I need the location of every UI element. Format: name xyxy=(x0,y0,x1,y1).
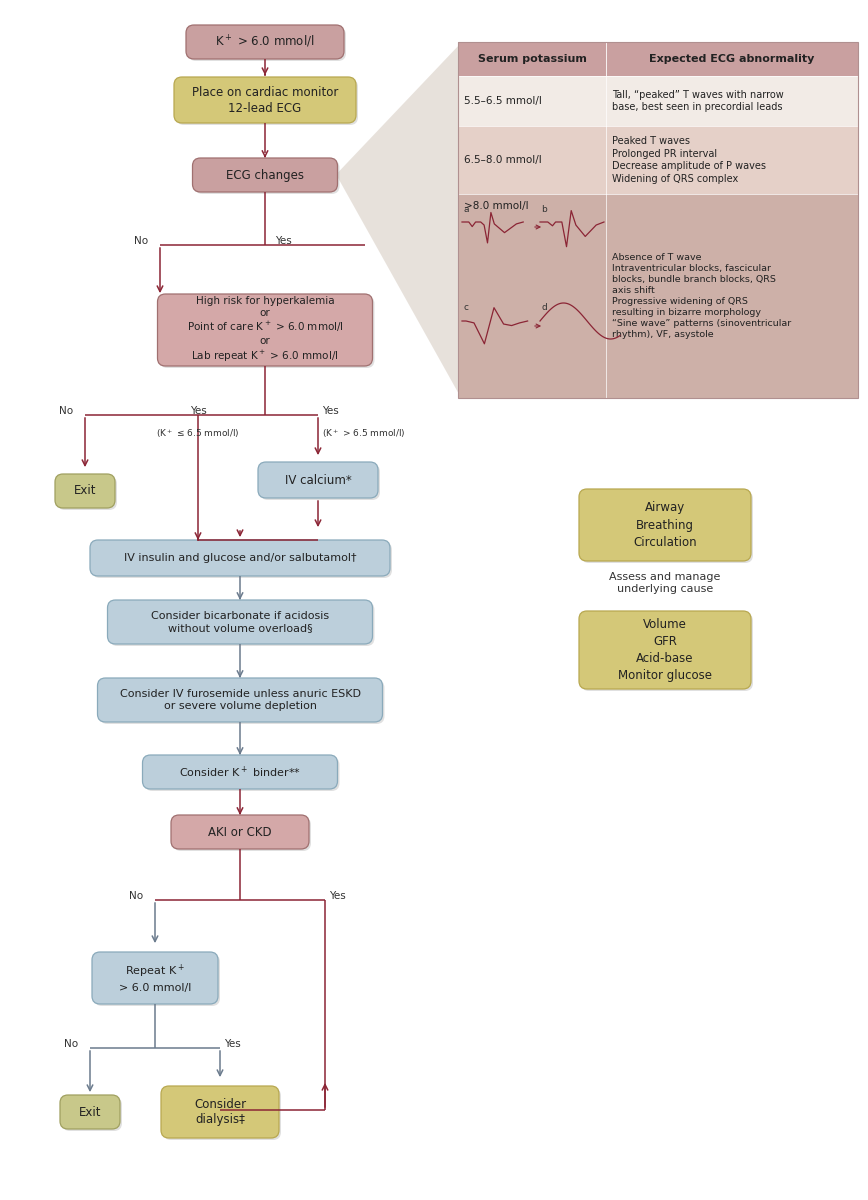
FancyBboxPatch shape xyxy=(60,1094,120,1129)
Text: Consider bicarbonate if acidosis
without volume overload§: Consider bicarbonate if acidosis without… xyxy=(151,611,329,634)
Text: Volume
GFR
Acid-base
Monitor glucose: Volume GFR Acid-base Monitor glucose xyxy=(618,618,712,682)
FancyBboxPatch shape xyxy=(160,296,374,368)
FancyBboxPatch shape xyxy=(458,76,858,126)
Text: Yes: Yes xyxy=(275,236,292,246)
Text: (K$^+$ > 6.5 mmol/l): (K$^+$ > 6.5 mmol/l) xyxy=(322,427,405,439)
Text: No: No xyxy=(128,890,143,901)
Text: Consider IV furosemide unless anuric ESKD
or severe volume depletion: Consider IV furosemide unless anuric ESK… xyxy=(120,689,360,712)
FancyBboxPatch shape xyxy=(163,1088,281,1140)
FancyBboxPatch shape xyxy=(260,464,380,500)
Text: Repeat K$^+$
> 6.0 mmol/l: Repeat K$^+$ > 6.0 mmol/l xyxy=(119,964,191,992)
Text: AKI or CKD: AKI or CKD xyxy=(208,826,272,839)
FancyBboxPatch shape xyxy=(458,126,858,194)
Text: Expected ECG abnormality: Expected ECG abnormality xyxy=(649,54,815,64)
FancyBboxPatch shape xyxy=(581,491,753,563)
Text: Place on cardiac monitor
12-lead ECG: Place on cardiac monitor 12-lead ECG xyxy=(192,85,339,114)
FancyBboxPatch shape xyxy=(171,815,309,850)
Text: Absence of T wave
Intraventricular blocks, fascicular
blocks, bundle branch bloc: Absence of T wave Intraventricular block… xyxy=(612,253,792,340)
Polygon shape xyxy=(338,44,460,396)
FancyBboxPatch shape xyxy=(581,613,753,691)
Text: Peaked T waves
Prolonged PR interval
Decrease amplitude of P waves
Widening of Q: Peaked T waves Prolonged PR interval Dec… xyxy=(612,137,766,184)
Text: (K$^+$ ≤ 6.5 mmol/l): (K$^+$ ≤ 6.5 mmol/l) xyxy=(156,427,240,439)
FancyBboxPatch shape xyxy=(173,817,311,851)
Text: Exit: Exit xyxy=(79,1105,102,1118)
FancyBboxPatch shape xyxy=(186,25,344,59)
Text: No: No xyxy=(59,406,73,416)
Text: Consider
dialysis‡: Consider dialysis‡ xyxy=(194,1098,246,1127)
FancyBboxPatch shape xyxy=(55,474,115,508)
FancyBboxPatch shape xyxy=(579,490,751,560)
Text: IV calcium*: IV calcium* xyxy=(285,474,352,486)
Text: ECG changes: ECG changes xyxy=(226,168,304,181)
Text: Airway
Breathing
Circulation: Airway Breathing Circulation xyxy=(633,502,697,548)
Text: 5.5–6.5 mmol/l: 5.5–6.5 mmol/l xyxy=(464,96,542,106)
Text: No: No xyxy=(134,236,148,246)
FancyBboxPatch shape xyxy=(90,540,390,576)
FancyBboxPatch shape xyxy=(92,952,218,1004)
FancyBboxPatch shape xyxy=(94,954,220,1006)
Text: Yes: Yes xyxy=(329,890,345,901)
Text: No: No xyxy=(64,1039,78,1049)
Text: IV insulin and glucose and/or salbutamol†: IV insulin and glucose and/or salbutamol… xyxy=(124,553,356,563)
FancyBboxPatch shape xyxy=(458,194,858,398)
Text: Tall, “peaked” T waves with narrow
base, best seen in precordial leads: Tall, “peaked” T waves with narrow base,… xyxy=(612,90,784,113)
FancyBboxPatch shape xyxy=(194,160,339,194)
Text: a: a xyxy=(463,205,469,214)
Text: Serum potassium: Serum potassium xyxy=(477,54,587,64)
Text: K$^+$ > 6.0 mmol/l: K$^+$ > 6.0 mmol/l xyxy=(215,34,315,50)
Text: Yes: Yes xyxy=(224,1039,240,1049)
Text: b: b xyxy=(541,205,547,214)
Text: >8.0 mmol/l: >8.0 mmol/l xyxy=(464,200,529,211)
Text: High risk for hyperkalemia
or
Point of care K$^+$ > 6.0 mmol/l
or
Lab repeat K$^: High risk for hyperkalemia or Point of c… xyxy=(187,295,344,365)
FancyBboxPatch shape xyxy=(62,1097,122,1130)
FancyBboxPatch shape xyxy=(174,77,356,122)
FancyBboxPatch shape xyxy=(108,600,372,644)
FancyBboxPatch shape xyxy=(157,294,372,366)
FancyBboxPatch shape xyxy=(144,757,339,791)
Text: 6.5–8.0 mmol/l: 6.5–8.0 mmol/l xyxy=(464,155,542,164)
FancyBboxPatch shape xyxy=(57,476,117,510)
FancyBboxPatch shape xyxy=(109,602,374,646)
Text: Yes: Yes xyxy=(322,406,339,416)
FancyBboxPatch shape xyxy=(92,542,392,578)
FancyBboxPatch shape xyxy=(176,79,358,125)
Text: Assess and manage
underlying cause: Assess and manage underlying cause xyxy=(609,571,720,594)
Text: Yes: Yes xyxy=(189,406,207,416)
FancyBboxPatch shape xyxy=(142,755,338,790)
FancyBboxPatch shape xyxy=(188,26,346,61)
FancyBboxPatch shape xyxy=(161,1086,279,1138)
Text: Exit: Exit xyxy=(74,485,96,498)
FancyBboxPatch shape xyxy=(458,42,858,76)
FancyBboxPatch shape xyxy=(100,680,385,724)
Text: Consider K$^+$ binder**: Consider K$^+$ binder** xyxy=(179,764,301,780)
FancyBboxPatch shape xyxy=(193,158,338,192)
FancyBboxPatch shape xyxy=(579,611,751,689)
Text: d: d xyxy=(541,302,547,312)
FancyBboxPatch shape xyxy=(258,462,378,498)
FancyBboxPatch shape xyxy=(97,678,383,722)
Text: c: c xyxy=(463,302,468,312)
